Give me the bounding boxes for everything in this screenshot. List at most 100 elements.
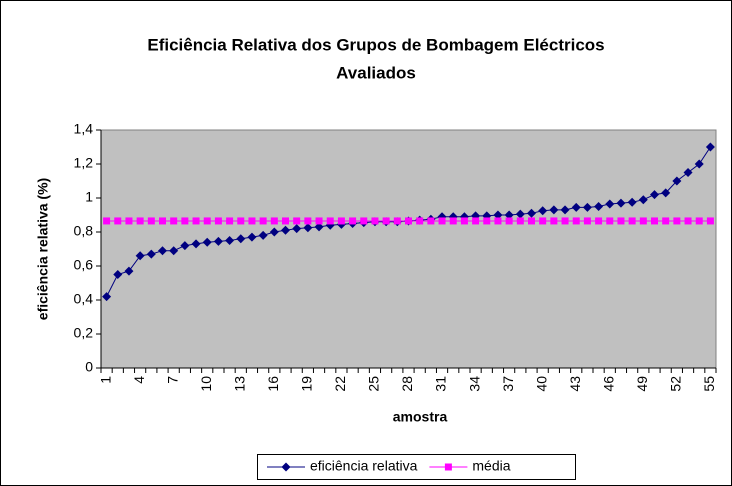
marker bbox=[638, 195, 648, 205]
marker bbox=[349, 217, 357, 225]
marker bbox=[673, 217, 681, 225]
marker bbox=[639, 217, 647, 225]
y-tick-label: 0,4 bbox=[74, 291, 94, 307]
marker bbox=[360, 217, 368, 225]
marker bbox=[314, 222, 324, 232]
marker bbox=[113, 270, 123, 279]
marker bbox=[225, 236, 235, 245]
marker bbox=[315, 217, 323, 225]
x-tick-label: 28 bbox=[399, 376, 415, 392]
marker bbox=[616, 198, 626, 208]
marker bbox=[147, 217, 155, 225]
marker bbox=[684, 217, 692, 225]
x-tick-label: 34 bbox=[466, 376, 482, 392]
x-tick-label: 49 bbox=[634, 376, 650, 392]
x-tick-label: 43 bbox=[567, 376, 583, 392]
marker bbox=[146, 249, 156, 259]
marker bbox=[337, 217, 345, 225]
legend-label: eficiência relativa bbox=[310, 458, 418, 474]
marker bbox=[539, 217, 547, 225]
marker bbox=[438, 217, 446, 225]
x-tick-label: 10 bbox=[198, 376, 214, 392]
marker bbox=[303, 223, 313, 233]
y-tick-label: 0,8 bbox=[74, 223, 94, 239]
marker bbox=[606, 217, 614, 225]
marker bbox=[572, 217, 580, 225]
marker bbox=[124, 266, 134, 276]
marker bbox=[136, 217, 144, 225]
marker bbox=[538, 206, 548, 216]
marker bbox=[293, 217, 301, 225]
plot-area bbox=[100, 129, 717, 369]
marker bbox=[202, 237, 212, 247]
marker bbox=[371, 217, 379, 225]
marker bbox=[114, 217, 122, 225]
x-tick-label: 37 bbox=[500, 376, 516, 392]
marker bbox=[628, 217, 636, 225]
marker bbox=[281, 225, 290, 235]
marker bbox=[382, 217, 390, 225]
marker bbox=[672, 176, 682, 186]
marker bbox=[281, 462, 291, 472]
marker bbox=[594, 202, 604, 211]
marker bbox=[494, 217, 502, 225]
x-tick-label: 16 bbox=[265, 376, 281, 392]
marker bbox=[192, 217, 200, 225]
marker bbox=[203, 217, 211, 225]
marker bbox=[560, 205, 570, 215]
y-tick-label: 1 bbox=[85, 189, 93, 205]
chart-title: Avaliados bbox=[336, 63, 416, 82]
marker bbox=[282, 217, 289, 225]
marker bbox=[248, 217, 256, 225]
marker bbox=[135, 251, 145, 261]
marker bbox=[504, 210, 514, 220]
x-tick-label: 7 bbox=[164, 376, 180, 384]
y-tick-label: 0 bbox=[85, 359, 93, 375]
chart-title: Eficiência Relativa dos Grupos de Bombag… bbox=[147, 35, 604, 54]
marker bbox=[258, 230, 268, 240]
marker bbox=[214, 217, 222, 225]
x-tick-label: 13 bbox=[231, 376, 247, 392]
marker bbox=[103, 217, 111, 225]
y-tick-label: 0,2 bbox=[74, 325, 94, 341]
marker bbox=[236, 234, 246, 244]
marker bbox=[449, 217, 457, 225]
marker bbox=[595, 217, 603, 225]
legend-label: média bbox=[472, 458, 510, 474]
marker bbox=[582, 202, 592, 212]
marker bbox=[181, 217, 189, 225]
marker bbox=[706, 217, 714, 225]
x-tick-label: 31 bbox=[433, 376, 449, 392]
marker bbox=[427, 217, 435, 225]
marker bbox=[292, 224, 302, 234]
marker bbox=[269, 227, 279, 237]
marker bbox=[695, 217, 703, 225]
marker bbox=[405, 217, 412, 225]
y-axis-label: eficiência relativa (%) bbox=[35, 178, 51, 320]
marker bbox=[125, 217, 133, 225]
marker bbox=[515, 209, 525, 219]
x-tick-label: 40 bbox=[533, 376, 549, 392]
marker bbox=[213, 236, 223, 246]
x-tick-label: 46 bbox=[600, 376, 616, 392]
marker bbox=[627, 197, 637, 207]
x-tick-label: 19 bbox=[299, 376, 315, 392]
marker bbox=[416, 217, 424, 225]
marker bbox=[444, 463, 452, 471]
marker bbox=[662, 217, 670, 225]
x-tick-label: 55 bbox=[701, 376, 717, 392]
marker bbox=[270, 217, 278, 225]
x-tick-label: 52 bbox=[668, 376, 684, 392]
marker bbox=[571, 202, 581, 212]
marker bbox=[170, 217, 178, 225]
marker bbox=[549, 205, 559, 215]
marker bbox=[516, 217, 524, 225]
marker bbox=[705, 142, 715, 152]
marker bbox=[694, 159, 704, 169]
marker bbox=[605, 199, 615, 209]
marker bbox=[247, 232, 257, 242]
x-tick-label: 22 bbox=[332, 376, 348, 392]
marker bbox=[561, 217, 569, 225]
marker bbox=[237, 217, 245, 225]
marker bbox=[393, 217, 401, 225]
